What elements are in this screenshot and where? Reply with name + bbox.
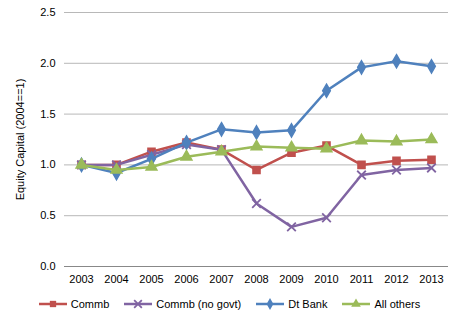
svg-text:2.0: 2.0 [40,57,55,69]
svg-text:1.5: 1.5 [40,108,55,120]
svg-text:0.5: 0.5 [40,209,55,221]
svg-text:1.0: 1.0 [40,158,55,170]
html-text:All others: All others [374,298,421,310]
svg-text:2008: 2008 [244,273,268,285]
html-text:Commb: Commb [70,298,110,310]
svg-text:2012: 2012 [384,273,408,285]
svg-text:2007: 2007 [209,273,233,285]
svg-text:0.0: 0.0 [40,260,55,272]
svg-text:2005: 2005 [139,273,163,285]
html-text:Dt Bank: Dt Bank [288,298,328,310]
svg-text:2006: 2006 [174,273,198,285]
svg-text:2003: 2003 [69,273,93,285]
svg-text:2010: 2010 [314,273,338,285]
svg-text:2.5: 2.5 [40,6,55,18]
svg-text:2011: 2011 [350,273,374,285]
svg-text:2013: 2013 [419,273,443,285]
svg-text:2004: 2004 [104,273,128,285]
html-text:Commb (no govt): Commb (no govt) [156,298,242,310]
svg-text:2009: 2009 [279,273,303,285]
svg-text:Equity Capital (2004==1): Equity Capital (2004==1) [14,79,26,201]
